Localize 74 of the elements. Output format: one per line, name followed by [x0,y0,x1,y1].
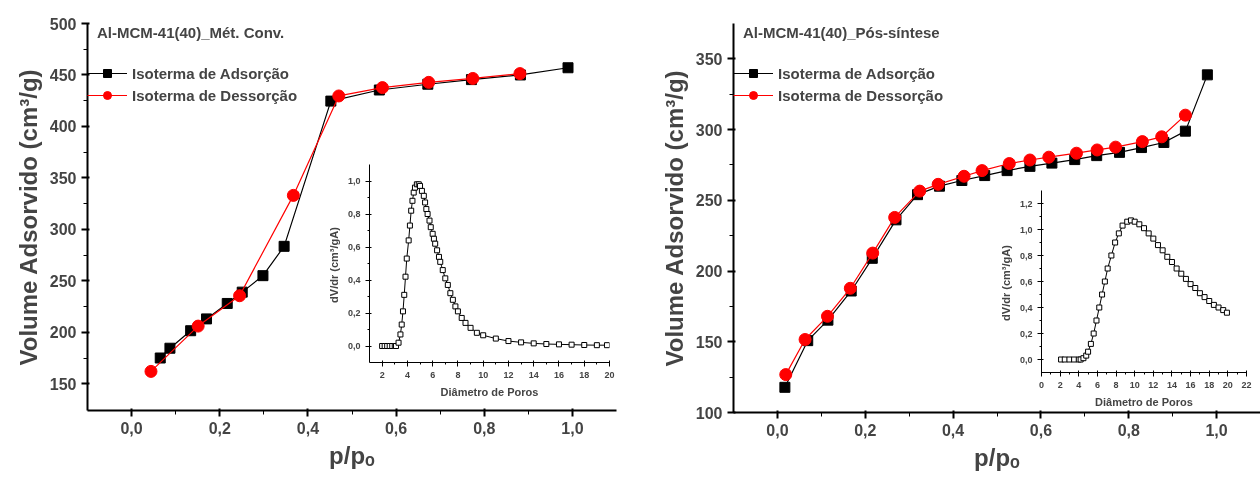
x-tick-label: 20 [1222,379,1233,390]
y-tick-label: 250 [49,272,77,290]
y-tick-label: 300 [695,121,723,139]
x-tick-label: 2 [379,369,385,380]
x-tick-label: 14 [528,369,539,380]
x-tick-label: 12 [1148,379,1159,390]
x-tick-label: 0,4 [296,419,320,437]
y-tick-label: 350 [695,50,723,68]
x-tick-label: 6 [1094,379,1100,390]
y-tick-label: 300 [49,221,77,239]
y-tick-label: 350 [49,169,77,187]
x-tick-label: 0,2 [208,419,231,437]
x-tick-label: 0,0 [120,419,143,437]
x-tick-label: 4 [404,369,410,380]
chart-title: Al-MCM-41(40)_Mét. Conv. [97,23,285,41]
x-tick-label: 1,0 [561,419,584,437]
y-tick-label: 1,0 [1019,224,1033,235]
x-axis-title: p/pₒ [329,441,376,469]
y-tick-label: 0,6 [347,242,361,252]
x-tick-label: 0,2 [854,421,877,439]
legend-label: Isoterma de Adsorção [778,64,935,82]
y-tick-label: 0,4 [1019,302,1033,313]
legend-label: Isoterma de Dessorção [778,86,944,104]
y-tick-label: 150 [695,333,723,351]
y-tick-label: 0,8 [347,209,361,219]
x-tick-label: 8 [455,369,461,380]
x-tick-label: 16 [553,369,564,380]
x-tick-label: 0,6 [384,419,408,437]
x-tick-label: 0,8 [473,419,496,437]
x-tick-label: 0,0 [766,421,789,439]
y-axis-title: dV/dr (cm³/gA) [999,244,1012,321]
x-axis-title: p/pₒ [974,443,1021,471]
y-tick-label: 0,2 [1019,328,1033,339]
x-tick-label: 12 [503,369,514,380]
x-tick-label: 10 [1129,379,1140,390]
y-tick-label: 150 [49,375,77,393]
y-tick-label: 500 [49,15,77,33]
y-tick-label: 1,2 [1019,198,1033,209]
chart-title: Al-MCM-41(40)_Pós-síntese [742,23,940,41]
x-tick-label: 0 [1039,379,1045,390]
x-tick-label: 4 [1076,379,1082,390]
y-tick-label: 0,6 [1019,276,1033,287]
x-tick-label: 0,4 [941,421,965,439]
x-tick-label: 8 [1113,379,1119,390]
y-axis-title: dV/dr (cm³/gA) [327,226,340,303]
y-tick-label: 200 [695,263,723,281]
y-tick-label: 0,0 [347,341,361,351]
x-tick-label: 10 [478,369,489,380]
legend-label: Isoterma de Dessorção [132,86,298,104]
x-axis-title: Diâmetro de Poros [1095,395,1193,408]
x-tick-label: 1,0 [1205,421,1228,439]
x-tick-label: 14 [1166,379,1177,390]
y-tick-label: 1,0 [347,176,361,186]
x-tick-label: 2 [1057,379,1063,390]
y-tick-label: 100 [695,404,723,422]
legend-label: Isoterma de Adsorção [132,64,289,82]
y-tick-label: 200 [49,324,77,342]
y-tick-label: 250 [695,192,723,210]
y-tick-label: 400 [49,118,77,136]
x-tick-label: 18 [1204,379,1215,390]
y-axis-title: Volume Adsorvido (cm³/g) [14,69,42,366]
y-tick-label: 0,2 [347,308,361,318]
x-tick-label: 6 [430,369,436,380]
y-axis-title: Volume Adsorvido (cm³/g) [660,70,688,367]
x-tick-label: 0,8 [1117,421,1140,439]
y-tick-label: 0,0 [1019,354,1033,365]
x-tick-label: 16 [1185,379,1196,390]
y-tick-label: 0,8 [1019,250,1033,261]
x-tick-label: 22 [1241,379,1252,390]
x-tick-label: 20 [604,369,615,380]
x-axis-title: Diâmetro de Poros [440,385,539,398]
x-tick-label: 18 [579,369,590,380]
y-tick-label: 0,4 [347,275,361,285]
y-tick-label: 450 [49,66,77,84]
